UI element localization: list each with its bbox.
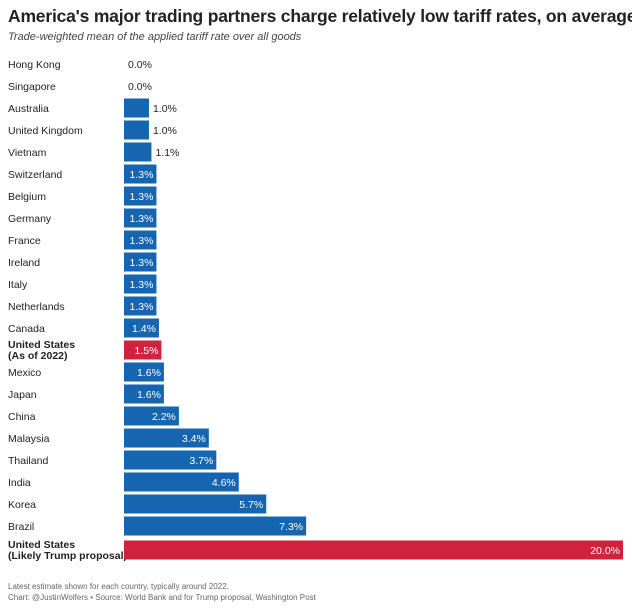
bar: [124, 164, 157, 184]
footer-note: Latest estimate shown for each country, …: [8, 582, 229, 591]
value-label: 1.3%: [129, 191, 153, 203]
category-label: United States (Likely Trump proposal): [8, 539, 127, 562]
chart-subtitle: Trade-weighted mean of the applied tarif…: [8, 31, 302, 43]
bar-row: Mexico 1.6%: [8, 362, 164, 382]
bar: [124, 252, 157, 272]
value-label: 0.0%: [128, 81, 152, 93]
bar: [124, 362, 164, 382]
value-label: 20.0%: [590, 545, 620, 557]
category-label: Singapore: [8, 81, 56, 93]
category-label: Thailand: [8, 455, 48, 467]
bar: [124, 208, 157, 228]
bar: [124, 406, 179, 426]
value-label: 3.4%: [182, 433, 206, 445]
bar: [124, 472, 239, 492]
value-label: 1.6%: [137, 367, 161, 379]
bar: [124, 340, 162, 360]
bar: [124, 384, 164, 404]
category-label: Switzerland: [8, 169, 62, 181]
bar: [124, 450, 217, 470]
category-label: Belgium: [8, 191, 46, 203]
category-label: Hong Kong: [8, 59, 61, 71]
value-label: 3.7%: [189, 455, 213, 467]
bar: [124, 296, 157, 316]
bar-row: United States (As of 2022) 1.5%: [8, 339, 162, 362]
bar-row: Brazil 7.3%: [8, 516, 307, 536]
value-label: 1.3%: [129, 257, 153, 269]
value-label: 1.3%: [129, 235, 153, 247]
bar: [124, 98, 149, 118]
value-label: 1.3%: [129, 301, 153, 313]
category-label: Brazil: [8, 521, 34, 533]
category-label: France: [8, 235, 41, 247]
bar-row: United Kingdom 1.0%: [8, 120, 177, 140]
value-label: 1.6%: [137, 389, 161, 401]
category-label: India: [8, 477, 31, 489]
category-label: Australia: [8, 103, 49, 115]
bar-row: Italy 1.3%: [8, 274, 157, 294]
value-label: 1.3%: [129, 279, 153, 291]
value-label: 7.3%: [279, 521, 303, 533]
category-label: Vietnam: [8, 147, 47, 159]
bar-row: Switzerland 1.3%: [8, 164, 157, 184]
category-label: Mexico: [8, 367, 41, 379]
category-label: Korea: [8, 499, 36, 511]
bar-row: United States (Likely Trump proposal) 20.0…: [8, 539, 623, 562]
value-label: 4.6%: [212, 477, 236, 489]
value-label: 1.4%: [132, 323, 156, 335]
bar-chart: Hong Kong 0.0%Singapore 0.0%Australia 1.0%U…: [8, 59, 623, 562]
bar-row: Korea 5.7%: [8, 494, 267, 514]
value-label: 2.2%: [152, 411, 176, 423]
bar-row: Hong Kong 0.0%: [8, 59, 152, 71]
category-label: Canada: [8, 323, 45, 335]
bar: [124, 230, 157, 250]
bar: [124, 142, 152, 162]
bar: [124, 318, 159, 338]
bar-row: China 2.2%: [8, 406, 179, 426]
chart-title: America's major trading partners charge …: [8, 6, 632, 26]
bar: [124, 540, 623, 560]
category-label: Malaysia: [8, 433, 50, 445]
bar-row: Singapore 0.0%: [8, 81, 152, 93]
bar-row: Japan 1.6%: [8, 384, 164, 404]
bar: [124, 516, 307, 536]
value-label: 0.0%: [128, 59, 152, 71]
bar: [124, 186, 157, 206]
bar-row: Vietnam 1.1%: [8, 142, 179, 162]
bar: [124, 428, 209, 448]
footer-credit: Chart: @JustinWolfers • Source: World Ba…: [8, 593, 316, 602]
bar-row: Australia 1.0%: [8, 98, 177, 118]
bar-row: Netherlands 1.3%: [8, 296, 157, 316]
bar: [124, 274, 157, 294]
category-label: Germany: [8, 213, 52, 225]
bar-row: France 1.3%: [8, 230, 157, 250]
value-label: 1.1%: [155, 147, 179, 159]
bar-row: Malaysia 3.4%: [8, 428, 209, 448]
bar: [124, 494, 267, 514]
category-label: Japan: [8, 389, 37, 401]
category-label: Ireland: [8, 257, 40, 269]
category-label: China: [8, 411, 36, 423]
bar: [124, 120, 149, 140]
bar-row: Belgium 1.3%: [8, 186, 157, 206]
value-label: 1.5%: [134, 345, 158, 357]
bar-row: Canada 1.4%: [8, 318, 159, 338]
bar-row: India 4.6%: [8, 472, 239, 492]
bar-row: Germany 1.3%: [8, 208, 157, 228]
category-label: United States (As of 2022): [8, 339, 75, 362]
value-label: 5.7%: [239, 499, 263, 511]
bar-row: Ireland 1.3%: [8, 252, 157, 272]
value-label: 1.3%: [129, 213, 153, 225]
value-label: 1.0%: [153, 125, 177, 137]
value-label: 1.3%: [129, 169, 153, 181]
category-label: Netherlands: [8, 301, 65, 313]
category-label: United Kingdom: [8, 125, 83, 137]
bar-row: Thailand 3.7%: [8, 450, 217, 470]
category-label: Italy: [8, 279, 28, 291]
value-label: 1.0%: [153, 103, 177, 115]
